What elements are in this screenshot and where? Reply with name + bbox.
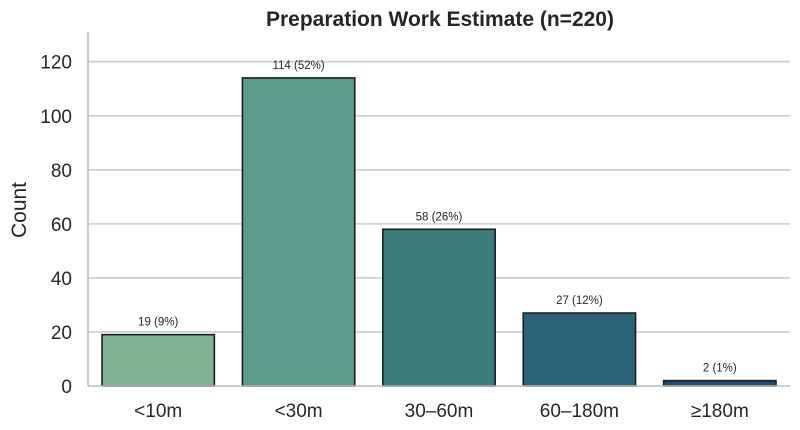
- data-label-3: 27 (12%): [556, 295, 603, 307]
- x-tick-1: <30m: [275, 401, 323, 422]
- data-label-2: 58 (26%): [416, 211, 463, 223]
- y-tick-100: 100: [40, 107, 72, 128]
- x-tick-3: 60–180m: [540, 401, 619, 422]
- y-tick-labels: 0 20 40 60 80 100 120: [40, 53, 72, 398]
- y-tick-20: 20: [51, 323, 72, 344]
- y-tick-80: 80: [51, 161, 72, 182]
- data-labels: 19 (9%) 114 (52%) 58 (26%) 27 (12%) 2 (1%): [138, 60, 737, 375]
- y-tick-0: 0: [61, 377, 72, 398]
- y-tick-120: 120: [40, 53, 72, 74]
- data-label-0: 19 (9%): [138, 317, 178, 329]
- chart-title: Preparation Work Estimate (n=220): [266, 8, 614, 31]
- x-tick-labels: <10m <30m 30–60m 60–180m ≥180m: [134, 401, 749, 422]
- bar-4: [662, 379, 777, 387]
- bar-2: [382, 228, 496, 387]
- data-label-1: 114 (52%): [272, 60, 324, 72]
- x-tick-0: <10m: [134, 401, 182, 422]
- y-tick-60: 60: [51, 215, 72, 236]
- bars: [101, 77, 777, 387]
- y-tick-40: 40: [51, 269, 72, 290]
- x-tick-4: ≥180m: [691, 401, 749, 422]
- bar-1: [241, 77, 356, 387]
- y-axis-label: Count: [8, 182, 31, 238]
- x-tick-2: 30–60m: [405, 401, 474, 422]
- data-label-4: 2 (1%): [703, 363, 737, 375]
- axes: [87, 32, 790, 387]
- gridlines: [88, 60, 790, 333]
- bar-0: [101, 333, 216, 387]
- bar-3: [522, 312, 637, 387]
